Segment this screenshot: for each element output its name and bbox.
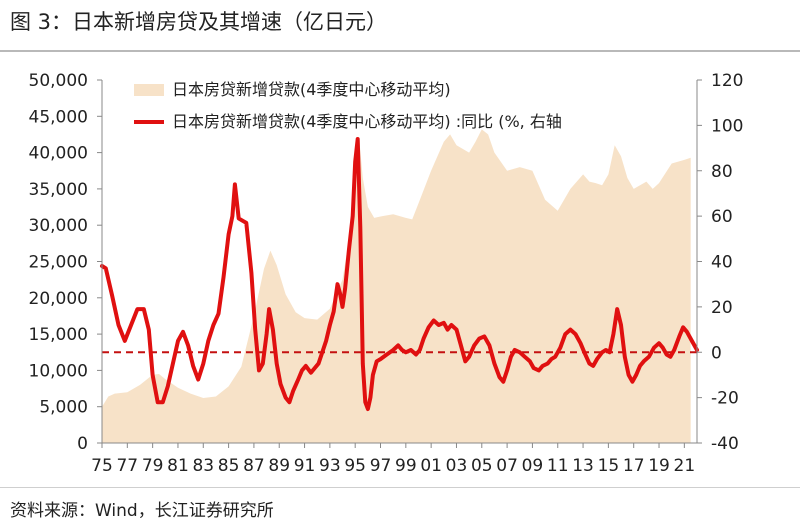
y-left-tick-label: 5,000 xyxy=(39,398,88,418)
y-left-tick-label: 45,000 xyxy=(29,107,88,127)
x-tick-label: 95 xyxy=(344,456,366,476)
x-tick-label: 21 xyxy=(674,456,696,476)
y-left-tick-label: 30,000 xyxy=(29,216,88,236)
legend-swatch-area xyxy=(134,84,164,96)
legend: 日本房贷新增贷款(4季度中心移动平均) 日本房贷新增贷款(4季度中心移动平均) … xyxy=(134,74,562,138)
x-tick-label: 05 xyxy=(471,456,493,476)
y-left-tick-label: 10,000 xyxy=(29,361,88,381)
x-tick-label: 89 xyxy=(268,456,290,476)
figure-title: 图 3：日本新增房贷及其增速（亿日元） xyxy=(10,10,388,34)
y-right-tick-label: 100 xyxy=(711,116,743,136)
x-tick-label: 01 xyxy=(420,456,442,476)
x-tick-label: 75 xyxy=(91,456,113,476)
title-divider xyxy=(0,50,800,52)
y-right-tick-label: -20 xyxy=(711,389,739,409)
source-note: 资料来源：Wind，长江证券研究所 xyxy=(10,501,274,521)
x-tick-label: 91 xyxy=(294,456,316,476)
y-right-tick-label: 20 xyxy=(711,298,733,318)
legend-label-line: 日本房贷新增贷款(4季度中心移动平均) :同比 (%, 右轴 xyxy=(172,112,562,131)
legend-swatch-line xyxy=(134,120,164,124)
y-right-tick-label: -40 xyxy=(711,434,739,454)
x-tick-label: 83 xyxy=(192,456,214,476)
x-tick-label: 11 xyxy=(547,456,569,476)
legend-item-area: 日本房贷新增贷款(4季度中心移动平均) xyxy=(134,74,562,106)
legend-label-area: 日本房贷新增贷款(4季度中心移动平均) xyxy=(172,80,451,99)
y-left-tick-label: 0 xyxy=(77,434,88,454)
area-series-layer xyxy=(102,129,691,443)
y-right-tick-label: 120 xyxy=(711,71,743,91)
x-tick-label: 99 xyxy=(395,456,417,476)
y-right-tick-label: 40 xyxy=(711,253,733,273)
line-series-layer xyxy=(100,137,699,411)
y-right-tick-label: 0 xyxy=(711,343,722,363)
y-right-tick-label: 60 xyxy=(711,207,733,227)
x-tick-label: 93 xyxy=(319,456,341,476)
x-tick-label: 09 xyxy=(522,456,544,476)
axes-layer: 0 5,000 10,000 15,000 20,000 25,000 30,000 35,0… xyxy=(29,71,744,476)
x-tick-label: 03 xyxy=(446,456,468,476)
y-left-tick-label: 20,000 xyxy=(29,289,88,309)
y-right-tick-label: 80 xyxy=(711,162,733,182)
x-tick-label: 15 xyxy=(598,456,620,476)
source-divider xyxy=(0,487,800,488)
x-tick-label: 77 xyxy=(116,456,138,476)
x-tick-label: 79 xyxy=(142,456,164,476)
x-tick-label: 87 xyxy=(243,456,265,476)
y-left-tick-label: 35,000 xyxy=(29,180,88,200)
x-tick-label: 81 xyxy=(167,456,189,476)
line-series-yoy-growth xyxy=(100,137,699,411)
x-tick-label: 07 xyxy=(496,456,518,476)
area-series-mortgage-new-loans xyxy=(102,129,691,443)
legend-item-line: 日本房贷新增贷款(4季度中心移动平均) :同比 (%, 右轴 xyxy=(134,106,562,138)
x-tick-label: 85 xyxy=(218,456,240,476)
x-tick-label: 17 xyxy=(623,456,645,476)
y-left-tick-label: 25,000 xyxy=(29,253,88,273)
x-tick-label: 19 xyxy=(648,456,670,476)
y-left-tick-label: 50,000 xyxy=(29,71,88,91)
y-left-tick-label: 15,000 xyxy=(29,325,88,345)
x-tick-label: 97 xyxy=(370,456,392,476)
x-tick-label: 13 xyxy=(572,456,594,476)
y-left-tick-label: 40,000 xyxy=(29,144,88,164)
